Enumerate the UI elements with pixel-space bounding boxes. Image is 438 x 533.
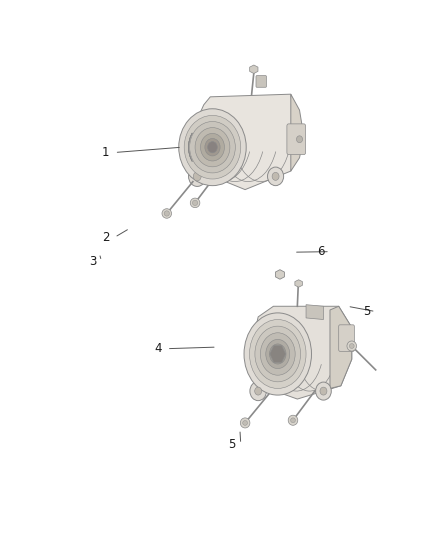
Ellipse shape <box>243 421 247 425</box>
Ellipse shape <box>192 200 198 206</box>
Ellipse shape <box>162 209 172 218</box>
Ellipse shape <box>205 139 220 156</box>
Ellipse shape <box>297 136 303 143</box>
Ellipse shape <box>190 122 235 173</box>
Ellipse shape <box>269 344 286 364</box>
Ellipse shape <box>340 337 351 349</box>
Ellipse shape <box>201 133 224 161</box>
Polygon shape <box>191 94 297 190</box>
Ellipse shape <box>255 326 300 382</box>
Ellipse shape <box>190 198 200 208</box>
Ellipse shape <box>184 115 241 179</box>
Polygon shape <box>291 94 304 171</box>
Polygon shape <box>270 346 286 362</box>
Polygon shape <box>250 65 258 74</box>
Ellipse shape <box>250 319 306 389</box>
Ellipse shape <box>193 172 201 181</box>
Ellipse shape <box>288 415 298 425</box>
Ellipse shape <box>188 166 206 187</box>
Ellipse shape <box>350 344 354 349</box>
FancyBboxPatch shape <box>256 76 266 87</box>
Ellipse shape <box>240 418 250 428</box>
FancyBboxPatch shape <box>287 124 306 155</box>
Polygon shape <box>295 280 302 287</box>
Ellipse shape <box>208 142 217 153</box>
Polygon shape <box>330 306 352 389</box>
Text: 5: 5 <box>363 305 371 318</box>
Ellipse shape <box>244 313 311 395</box>
Ellipse shape <box>266 340 290 368</box>
Ellipse shape <box>347 341 357 351</box>
Text: 4: 4 <box>154 342 162 355</box>
Text: 5: 5 <box>228 438 236 450</box>
Polygon shape <box>276 270 284 279</box>
Ellipse shape <box>250 382 266 401</box>
Ellipse shape <box>320 387 327 395</box>
Ellipse shape <box>164 211 170 216</box>
Text: 1: 1 <box>102 146 110 159</box>
Ellipse shape <box>195 127 230 167</box>
Ellipse shape <box>179 109 246 185</box>
Ellipse shape <box>290 418 295 423</box>
FancyBboxPatch shape <box>339 325 354 351</box>
Text: 3: 3 <box>89 255 96 268</box>
Polygon shape <box>306 305 323 319</box>
Ellipse shape <box>316 382 331 400</box>
Ellipse shape <box>254 387 261 395</box>
Polygon shape <box>252 306 352 399</box>
Ellipse shape <box>260 333 295 375</box>
Ellipse shape <box>268 167 284 185</box>
Text: 6: 6 <box>318 245 325 258</box>
Text: 2: 2 <box>102 231 110 244</box>
Ellipse shape <box>272 172 279 180</box>
